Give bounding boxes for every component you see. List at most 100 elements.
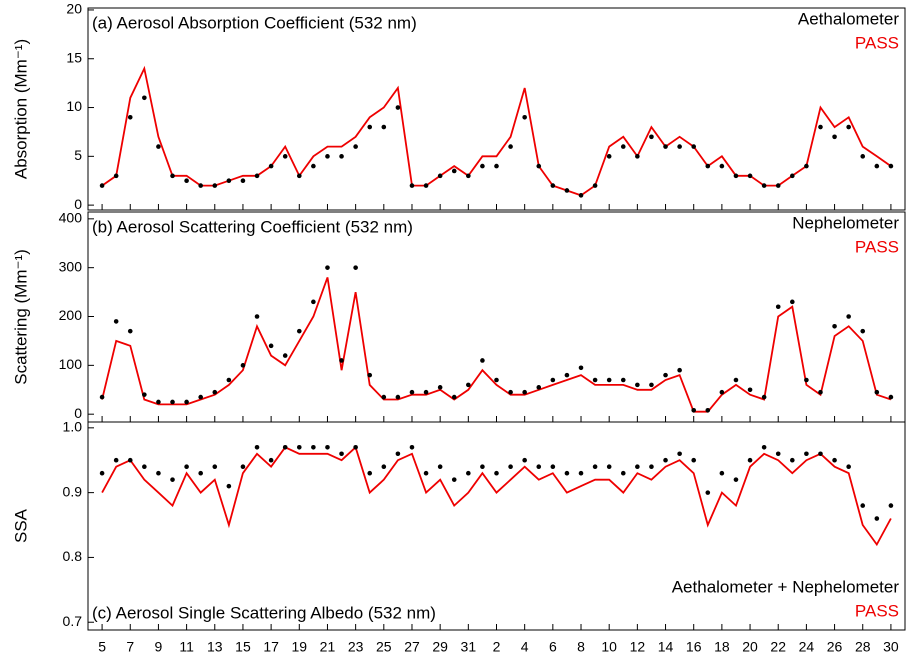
data-point: [790, 173, 795, 179]
data-point: [818, 389, 823, 395]
plot-frame: [87, 421, 906, 631]
data-point: [775, 183, 781, 188]
data-point: [550, 464, 556, 470]
data-point: [451, 168, 457, 174]
panel-title: (b) Aerosol Scattering Coefficient (532 …: [92, 217, 413, 236]
data-point: [254, 314, 260, 319]
x-tick-label: 22: [770, 639, 786, 655]
data-point: [578, 470, 584, 476]
data-point: [127, 457, 133, 463]
data-point: [437, 464, 443, 470]
y-tick-label: 0: [74, 405, 82, 421]
data-point: [874, 516, 880, 521]
legend-label: Nephelometer: [792, 213, 899, 232]
data-point: [606, 377, 612, 383]
legend-label: PASS: [855, 601, 899, 620]
data-point: [480, 163, 485, 169]
data-point: [747, 173, 753, 179]
data-point: [705, 407, 711, 413]
data-point: [451, 477, 457, 482]
data-point: [564, 470, 570, 476]
data-point: [311, 163, 316, 169]
data-point: [536, 385, 542, 390]
data-point: [564, 188, 570, 193]
x-tick-label: 16: [686, 639, 702, 655]
data-point: [606, 464, 612, 470]
data-point: [761, 394, 767, 400]
series-line: [101, 65, 892, 197]
data-point: [846, 314, 851, 319]
panel-title: (a) Aerosol Absorption Coefficient (532 …: [92, 13, 417, 32]
data-point: [592, 377, 598, 383]
data-point: [296, 173, 302, 179]
y-tick-label: 0.7: [63, 613, 83, 629]
data-point: [888, 503, 894, 508]
data-point: [184, 464, 189, 470]
data-point: [705, 490, 711, 495]
y-tick-label: 15: [66, 49, 82, 65]
data-point: [522, 389, 527, 395]
data-point: [592, 183, 598, 188]
data-point: [804, 163, 809, 169]
plot-frame: [87, 211, 906, 423]
series-line: [101, 445, 892, 547]
data-point: [423, 389, 429, 395]
data-point: [874, 389, 880, 395]
data-point: [311, 299, 316, 305]
x-tick-label: 26: [827, 639, 843, 655]
data-point: [635, 382, 640, 388]
data-point: [846, 464, 851, 470]
data-point: [790, 299, 795, 305]
y-tick-label: 200: [59, 307, 83, 323]
y-tick-label: 0.8: [63, 548, 83, 564]
data-point: [480, 358, 485, 363]
x-tick-label: 9: [155, 639, 163, 655]
data-point: [494, 163, 499, 169]
x-tick-label: 14: [658, 639, 674, 655]
data-point: [381, 464, 387, 470]
data-point: [127, 114, 133, 120]
data-point: [170, 477, 175, 482]
data-point: [99, 470, 105, 476]
data-point: [620, 470, 626, 476]
data-point: [226, 483, 232, 489]
x-tick-label: 6: [549, 639, 557, 655]
x-tick-label: 15: [235, 639, 251, 655]
y-axis-label: SSA: [11, 508, 30, 543]
x-tick-label: 28: [855, 639, 871, 655]
legend-label: PASS: [855, 237, 899, 256]
data-point: [578, 365, 584, 371]
data-point: [198, 470, 203, 476]
data-point: [550, 377, 556, 383]
data-point: [691, 457, 697, 463]
data-point: [818, 124, 823, 130]
x-tick-label: 2: [493, 639, 501, 655]
data-point: [268, 457, 274, 463]
x-tick-label: 8: [577, 639, 585, 655]
data-point: [367, 470, 373, 476]
data-point: [395, 105, 401, 110]
data-point: [466, 173, 471, 179]
data-point: [254, 444, 260, 450]
data-point: [832, 134, 837, 140]
plot-frame: [87, 7, 906, 211]
data-point: [113, 457, 119, 463]
data-point: [198, 183, 203, 188]
data-point: [508, 464, 513, 470]
data-point: [184, 178, 189, 184]
data-point: [832, 457, 837, 463]
data-point: [733, 377, 739, 383]
data-point: [620, 144, 626, 149]
x-tick-label: 17: [263, 639, 279, 655]
data-point: [733, 477, 739, 482]
data-point: [466, 470, 471, 476]
data-point: [339, 451, 344, 457]
legend-label: PASS: [855, 33, 899, 52]
data-point: [761, 444, 767, 450]
data-point: [367, 124, 373, 130]
data-point: [254, 173, 260, 179]
panel-title: (c) Aerosol Single Scattering Albedo (53…: [92, 603, 436, 622]
data-point: [649, 464, 654, 470]
data-point: [494, 377, 499, 383]
data-point: [282, 154, 288, 159]
